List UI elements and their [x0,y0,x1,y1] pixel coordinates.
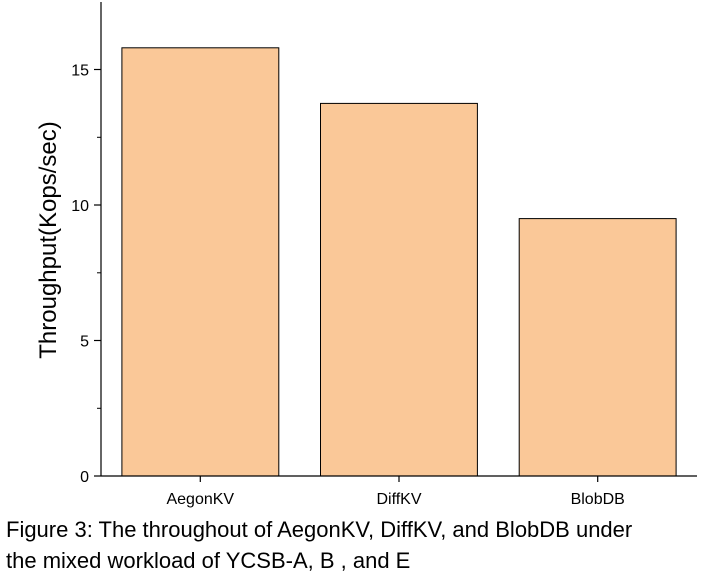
y-tick-label: 0 [80,469,89,486]
x-tick-label: BlobDB [571,491,625,508]
y-tick-label: 15 [71,63,89,80]
caption-line-1: Figure 3: The throughout of AegonKV, Dif… [6,517,633,542]
caption-line-2: the mixed workload of YCSB-A, B , and E [6,548,411,573]
x-tick-label: DiffKV [376,491,421,508]
x-ticks: AegonKV DiffKV BlobDB [166,476,625,508]
bar-diffkv [320,102,478,477]
y-tick-label: 10 [71,198,89,215]
y-tick-label: 5 [80,334,89,351]
bar-aegonkv [121,47,280,477]
y-ticks: 0 5 10 15 [71,63,101,486]
figure-caption: Figure 3: The throughout of AegonKV, Dif… [6,514,718,576]
y-axis-title: Throughput(Kops/sec) [35,121,62,358]
bars-layer [121,47,677,477]
bar-blobdb [518,218,677,477]
x-tick-label: AegonKV [166,491,234,508]
